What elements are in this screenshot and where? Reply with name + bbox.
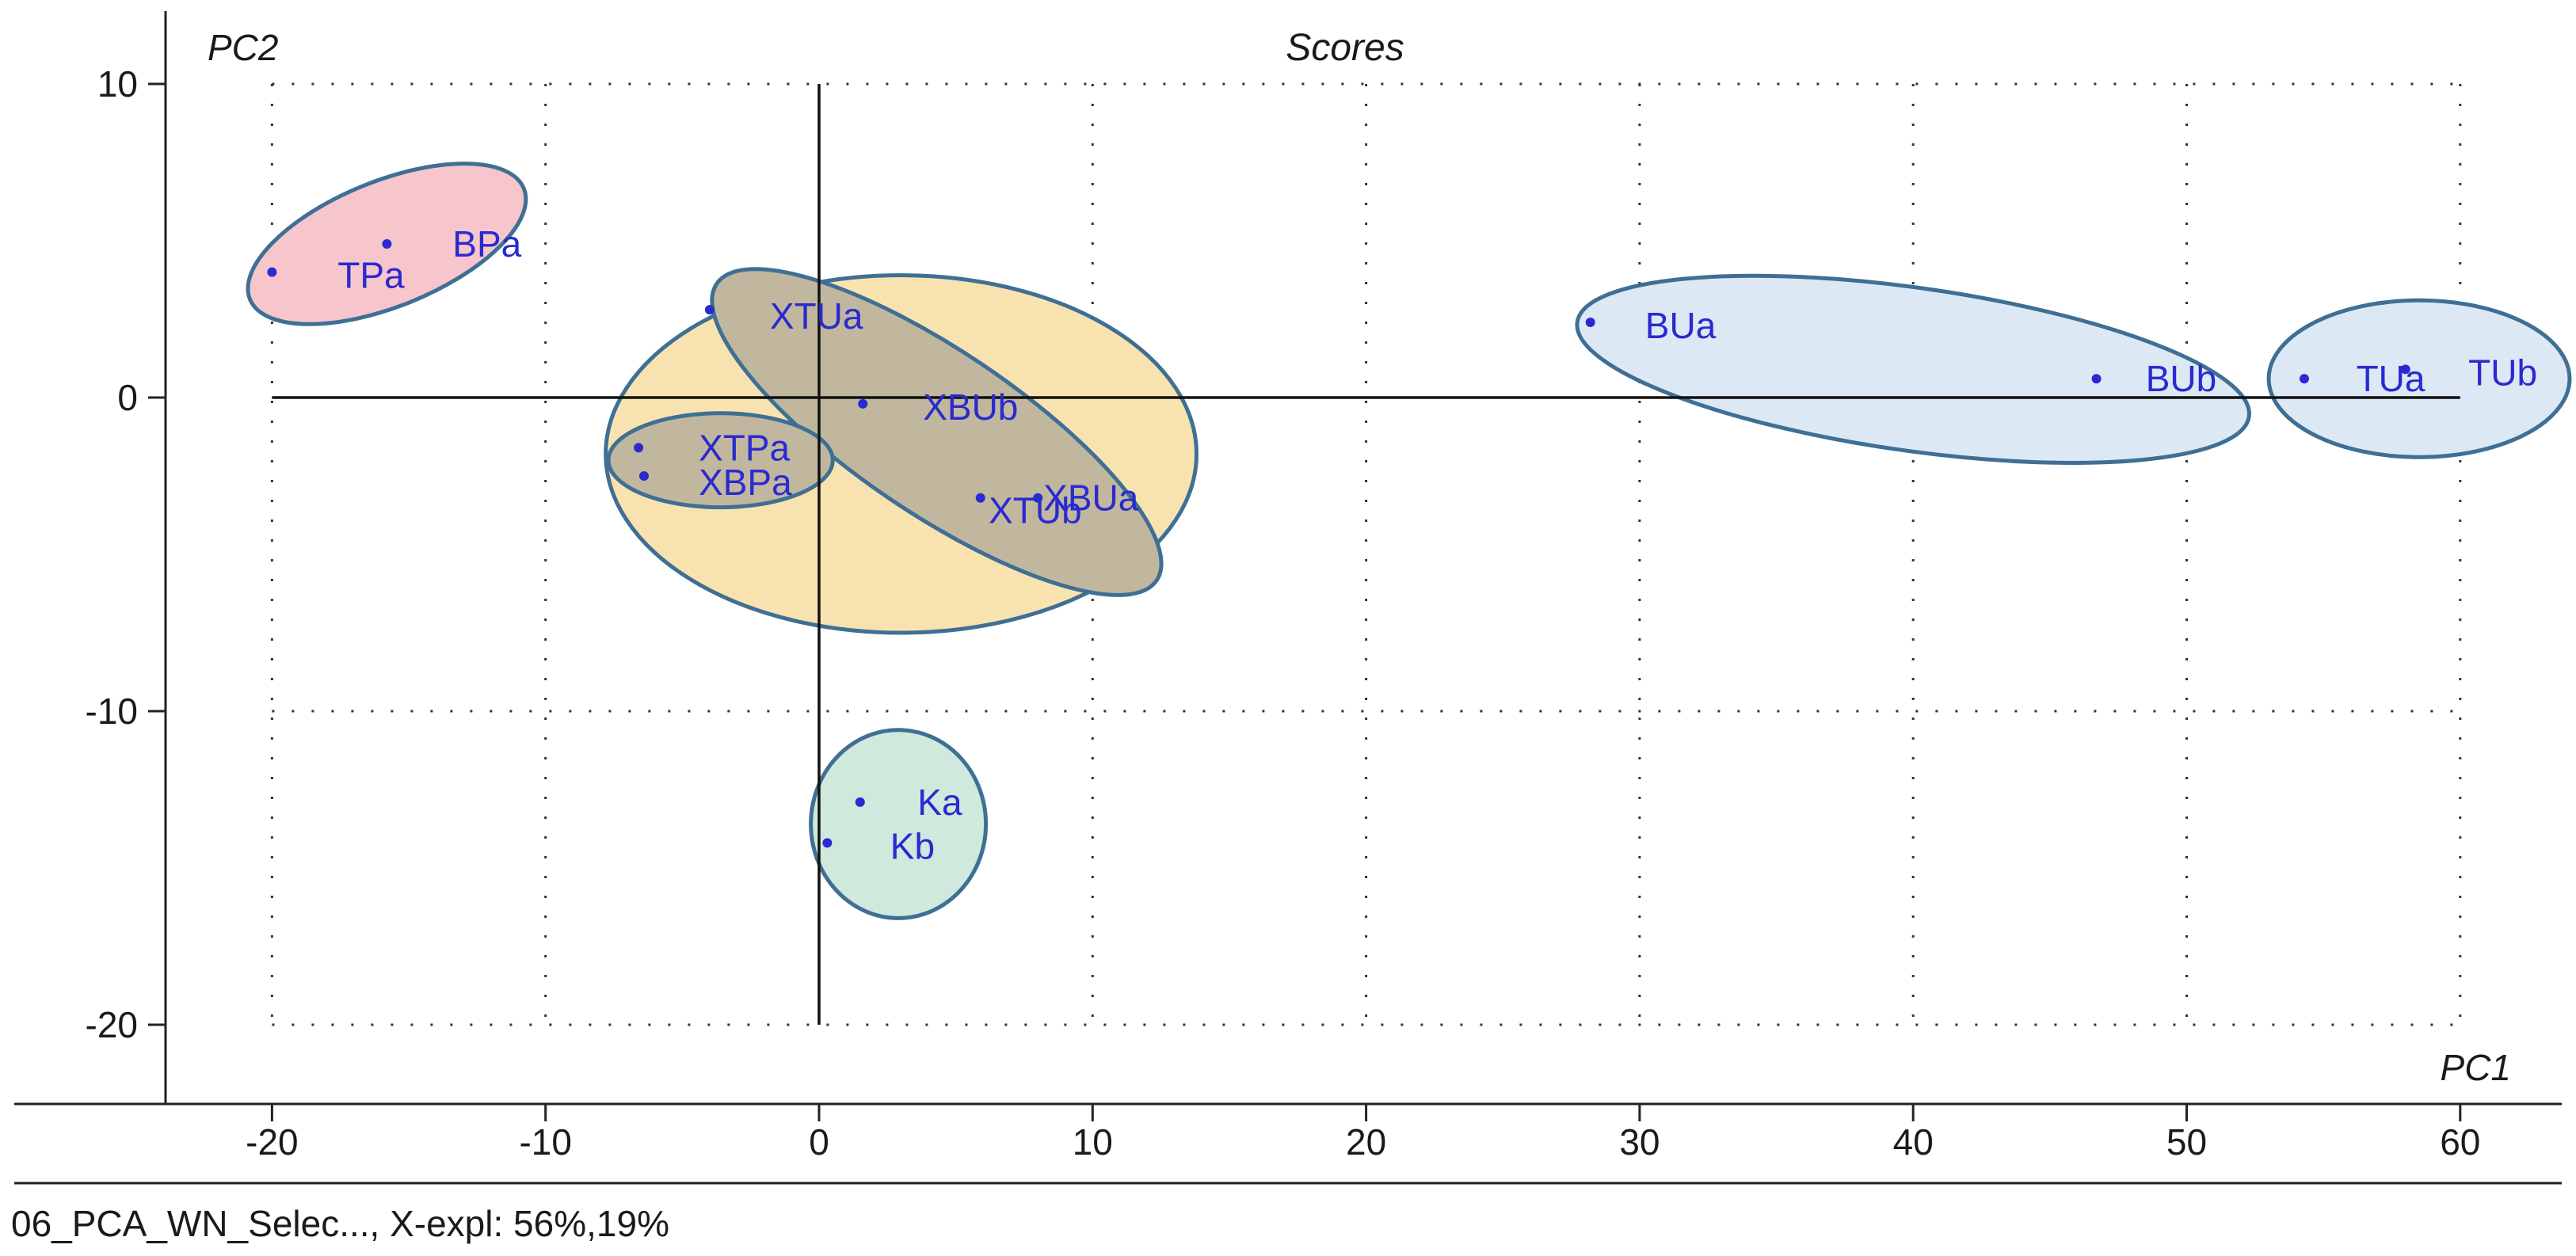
data-label-tub: TUb xyxy=(2468,352,2537,393)
group-xtu-xbu-ellipse xyxy=(710,267,1164,597)
data-label-bub: BUb xyxy=(2146,358,2216,399)
data-point-xbpa xyxy=(639,471,650,481)
data-label-bpa: BPa xyxy=(452,223,521,265)
x-tick-label-30: 30 xyxy=(1619,1121,1660,1163)
chart-title: Scores xyxy=(1286,27,1404,69)
axes xyxy=(14,11,2562,1185)
data-label-xbub: XBUb xyxy=(923,386,1018,428)
x-tick-label-60: 60 xyxy=(2440,1121,2480,1163)
data-point-tpa xyxy=(267,267,277,277)
x-tick-label-10: 10 xyxy=(1073,1121,1113,1163)
y-tick-label-0: 0 xyxy=(117,377,138,418)
tick-labels: -20 -10 0 10 20 30 40 50 60 10 0 -10 -20 xyxy=(86,63,2481,1163)
status-bar-text: 06_PCA_WN_Selec..., X-expl: 56%,19% xyxy=(11,1203,669,1244)
data-point-xtua xyxy=(704,305,714,315)
x-tick-label-20: 20 xyxy=(1346,1121,1386,1163)
data-label-tua: TUa xyxy=(2357,358,2425,399)
y-tick-label-10: 10 xyxy=(97,63,138,105)
x-tick-label-40: 40 xyxy=(1893,1121,1934,1163)
data-label-xtub: XTUb xyxy=(989,490,1082,531)
data-point-tub xyxy=(2400,364,2410,375)
y-axis-title: PC2 xyxy=(208,27,278,68)
group-ellipses xyxy=(246,162,2572,920)
data-point-bub xyxy=(2091,374,2102,384)
data-label-xtpa: XTPa xyxy=(699,427,790,468)
data-label-tpa: TPa xyxy=(337,255,405,296)
data-point-bua xyxy=(1585,317,1595,327)
data-point-xtpa xyxy=(634,443,644,453)
x-tick-label-50: 50 xyxy=(2166,1121,2207,1163)
data-label-kb: Kb xyxy=(890,825,935,866)
group-xtp-xbp-ellipse xyxy=(606,411,835,510)
x-tick-label--20: -20 xyxy=(246,1121,298,1163)
y-tick-label--10: -10 xyxy=(86,691,138,732)
group-bu-ellipse xyxy=(1575,273,2251,465)
y-tick-label--20: -20 xyxy=(86,1004,138,1045)
x-axis-title: PC1 xyxy=(2441,1047,2511,1088)
data-point-tua xyxy=(2299,374,2309,384)
data-point-bpa xyxy=(382,238,392,249)
data-label-xtua: XTUa xyxy=(770,295,863,337)
data-point-xtub xyxy=(975,493,985,503)
group-tu-ellipse xyxy=(2266,298,2572,459)
data-label-ka: Ka xyxy=(917,782,962,823)
zero-lines xyxy=(272,84,2460,1025)
group-k-ellipse xyxy=(809,728,989,920)
x-tick-label--10: -10 xyxy=(519,1121,571,1163)
x-tick-label-0: 0 xyxy=(809,1121,829,1163)
data-label-bua: BUa xyxy=(1645,305,1717,346)
data-point-xbua xyxy=(1033,493,1043,503)
data-label-xbua: XBUa xyxy=(1043,478,1139,519)
data-point-xbub xyxy=(858,398,868,409)
data-label-xbpa: XBPa xyxy=(699,462,792,503)
data-points xyxy=(267,238,2410,848)
data-point-kb xyxy=(822,838,833,848)
data-point-ka xyxy=(855,797,865,807)
